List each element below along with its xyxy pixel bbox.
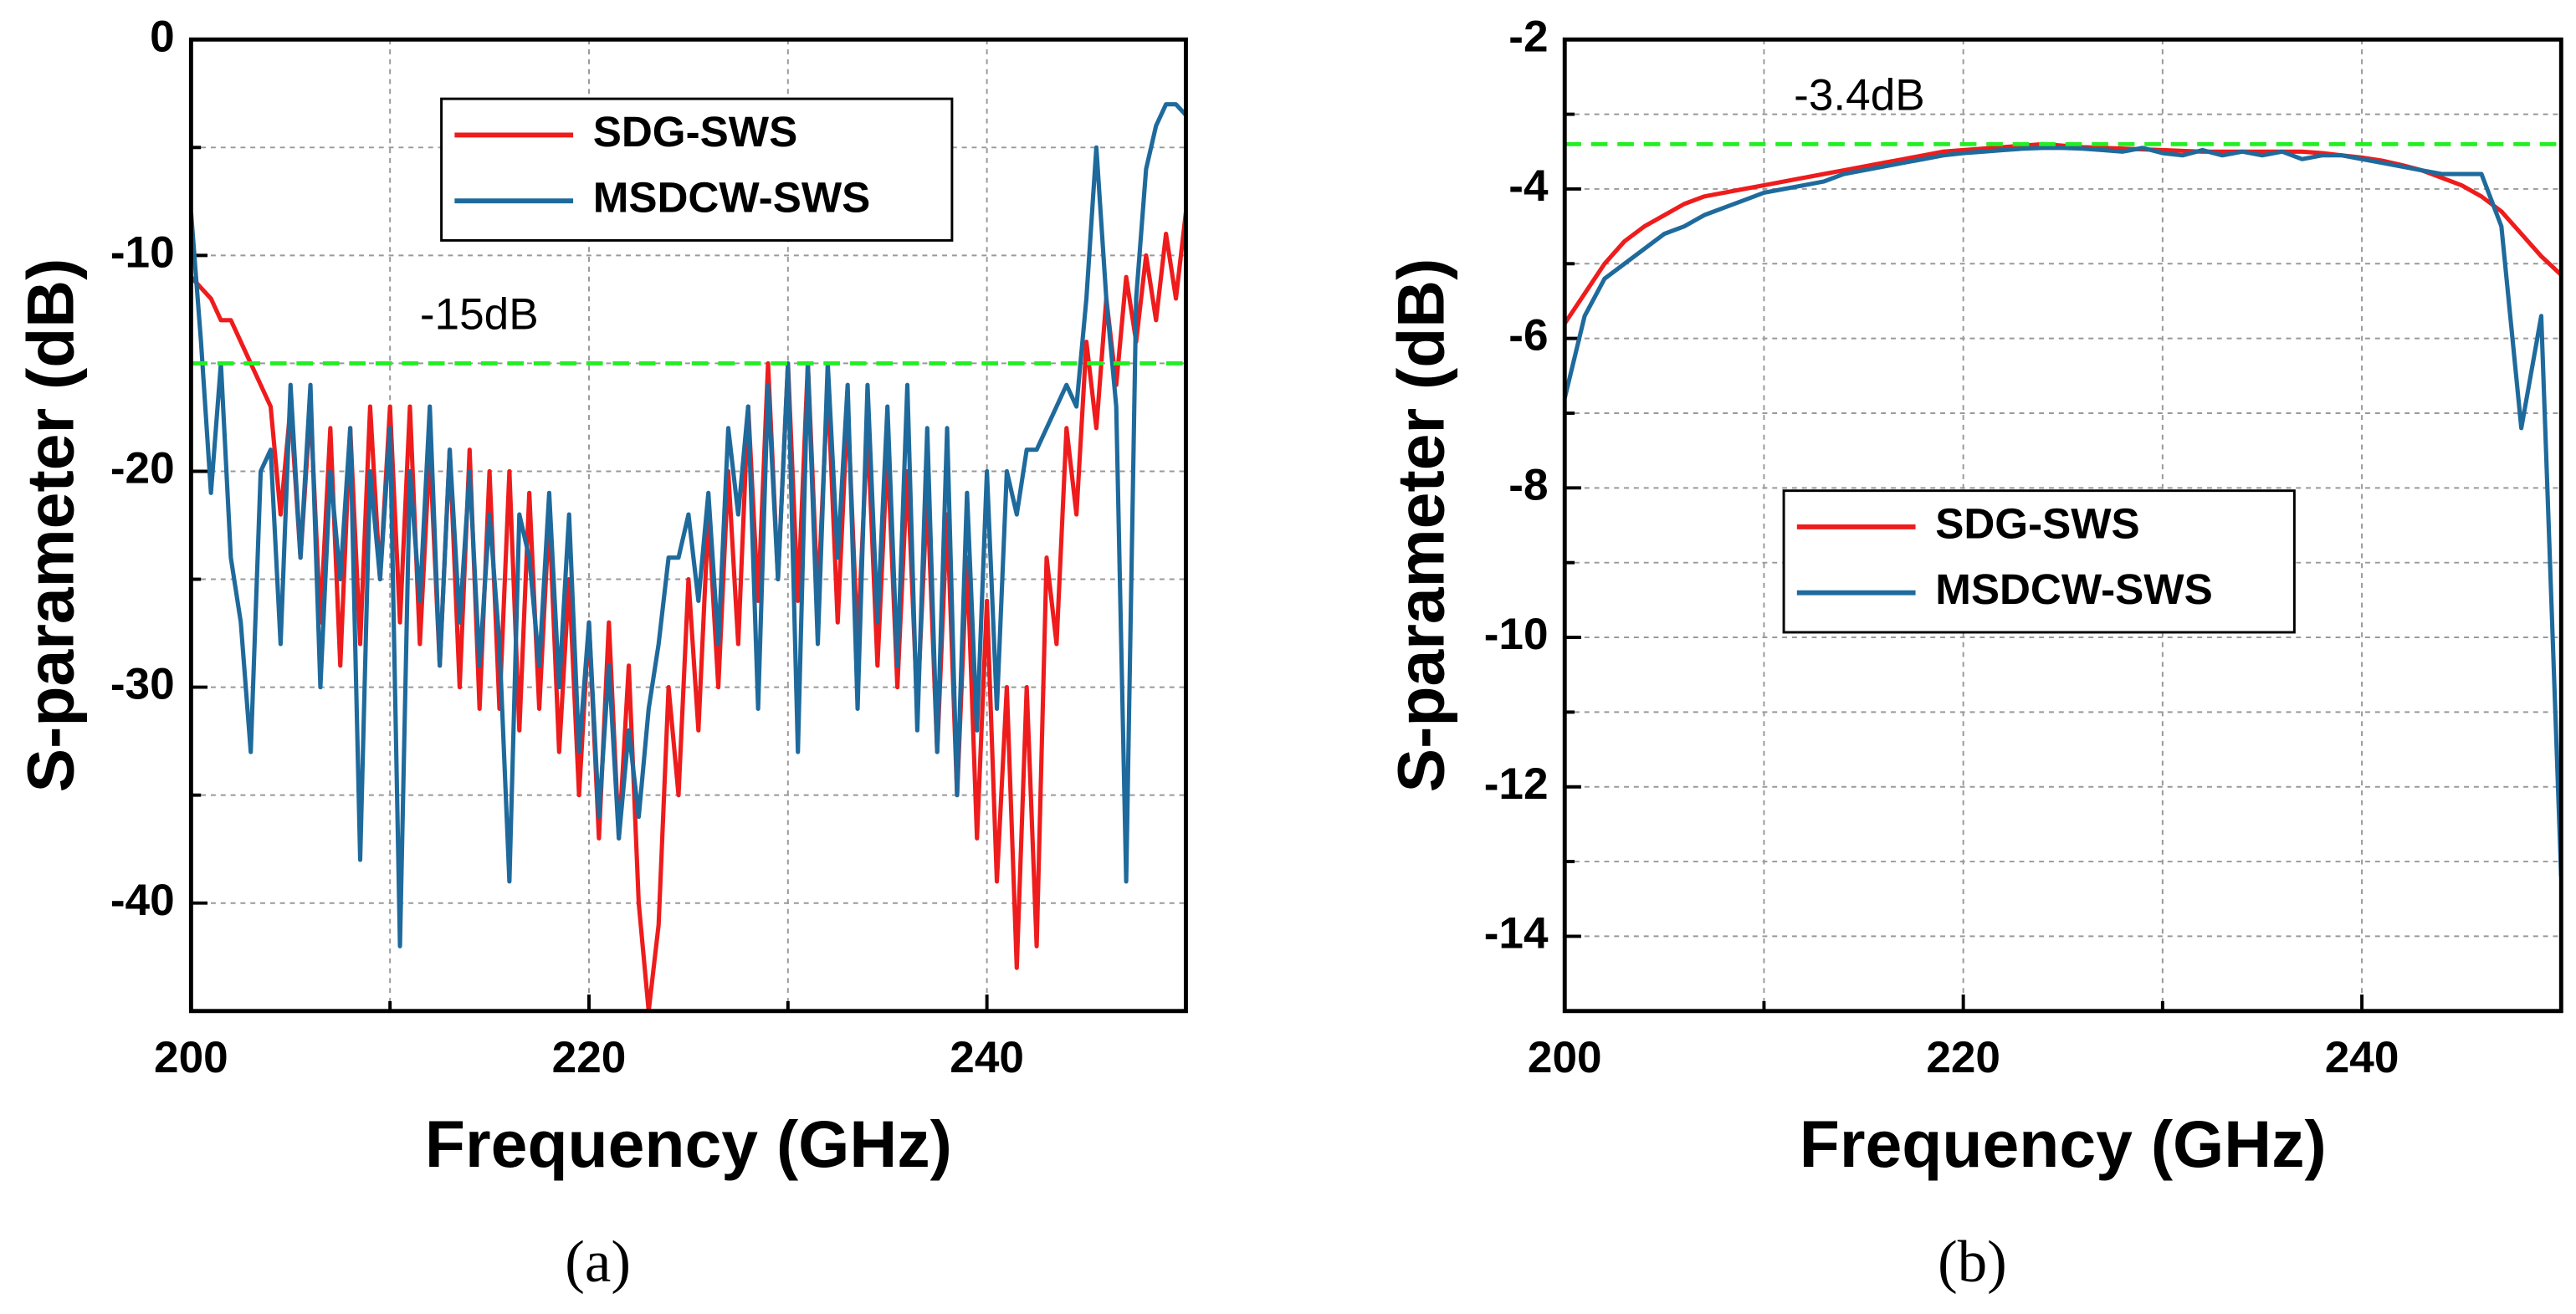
- y-axis-label: S-parameter (dB): [14, 258, 88, 793]
- caption: (a): [565, 1230, 631, 1295]
- y-tick-label: -4: [1508, 161, 1549, 211]
- legend-box: [1782, 489, 2296, 634]
- x-axis-label: Frequency (GHz): [1800, 1107, 2327, 1181]
- reference-label: -3.4dB: [1794, 70, 1925, 120]
- x-tick-label: 200: [1528, 1033, 1602, 1082]
- plot-frame: [1562, 37, 2563, 1014]
- y-tick-label: -10: [110, 228, 175, 277]
- y-tick-label: -2: [1508, 12, 1548, 61]
- plot-frame: [188, 37, 1188, 1014]
- y-axis-label: S-parameter (dB): [1385, 258, 1458, 793]
- legend-label: MSDCW-SWS: [593, 174, 871, 222]
- series-line: [1565, 141, 2562, 325]
- y-tick-label: -20: [110, 444, 175, 493]
- y-tick-label: -8: [1508, 460, 1548, 509]
- x-tick-label: 220: [552, 1033, 627, 1082]
- reference-label: -15dB: [420, 289, 539, 339]
- series-line: [1565, 146, 2562, 877]
- y-tick-label: -6: [1508, 311, 1548, 360]
- x-tick-label: 240: [2325, 1033, 2399, 1082]
- x-tick-label: 200: [154, 1033, 228, 1082]
- panel: 200 220 240 0 -10 -20 -30 -40 -15dB SDG-SWS MSDCW-…: [14, 12, 1188, 1295]
- x-tick-label: 240: [950, 1033, 1024, 1082]
- x-axis-label: Frequency (GHz): [425, 1107, 952, 1181]
- x-tick-label: 220: [1926, 1033, 2000, 1082]
- legend-label: SDG-SWS: [593, 108, 797, 156]
- legend-label: SDG-SWS: [1935, 499, 2140, 547]
- caption: (b): [1938, 1230, 2007, 1295]
- y-tick-label: 0: [150, 12, 175, 61]
- legend-box: [440, 97, 954, 242]
- series-line: [191, 212, 1186, 1011]
- y-tick-label: -30: [110, 660, 175, 709]
- panel: 200 220 240 -2 -4 -6 -8 -10 -12 -14 -3.4dB SDG-SWS M…: [1385, 12, 2563, 1295]
- y-tick-label: -14: [1484, 908, 1549, 958]
- legend-label: MSDCW-SWS: [1935, 565, 2213, 613]
- y-tick-label: -12: [1484, 759, 1549, 809]
- series-line: [191, 102, 1186, 948]
- y-tick-label: -40: [110, 876, 175, 925]
- y-tick-label: -10: [1484, 610, 1549, 659]
